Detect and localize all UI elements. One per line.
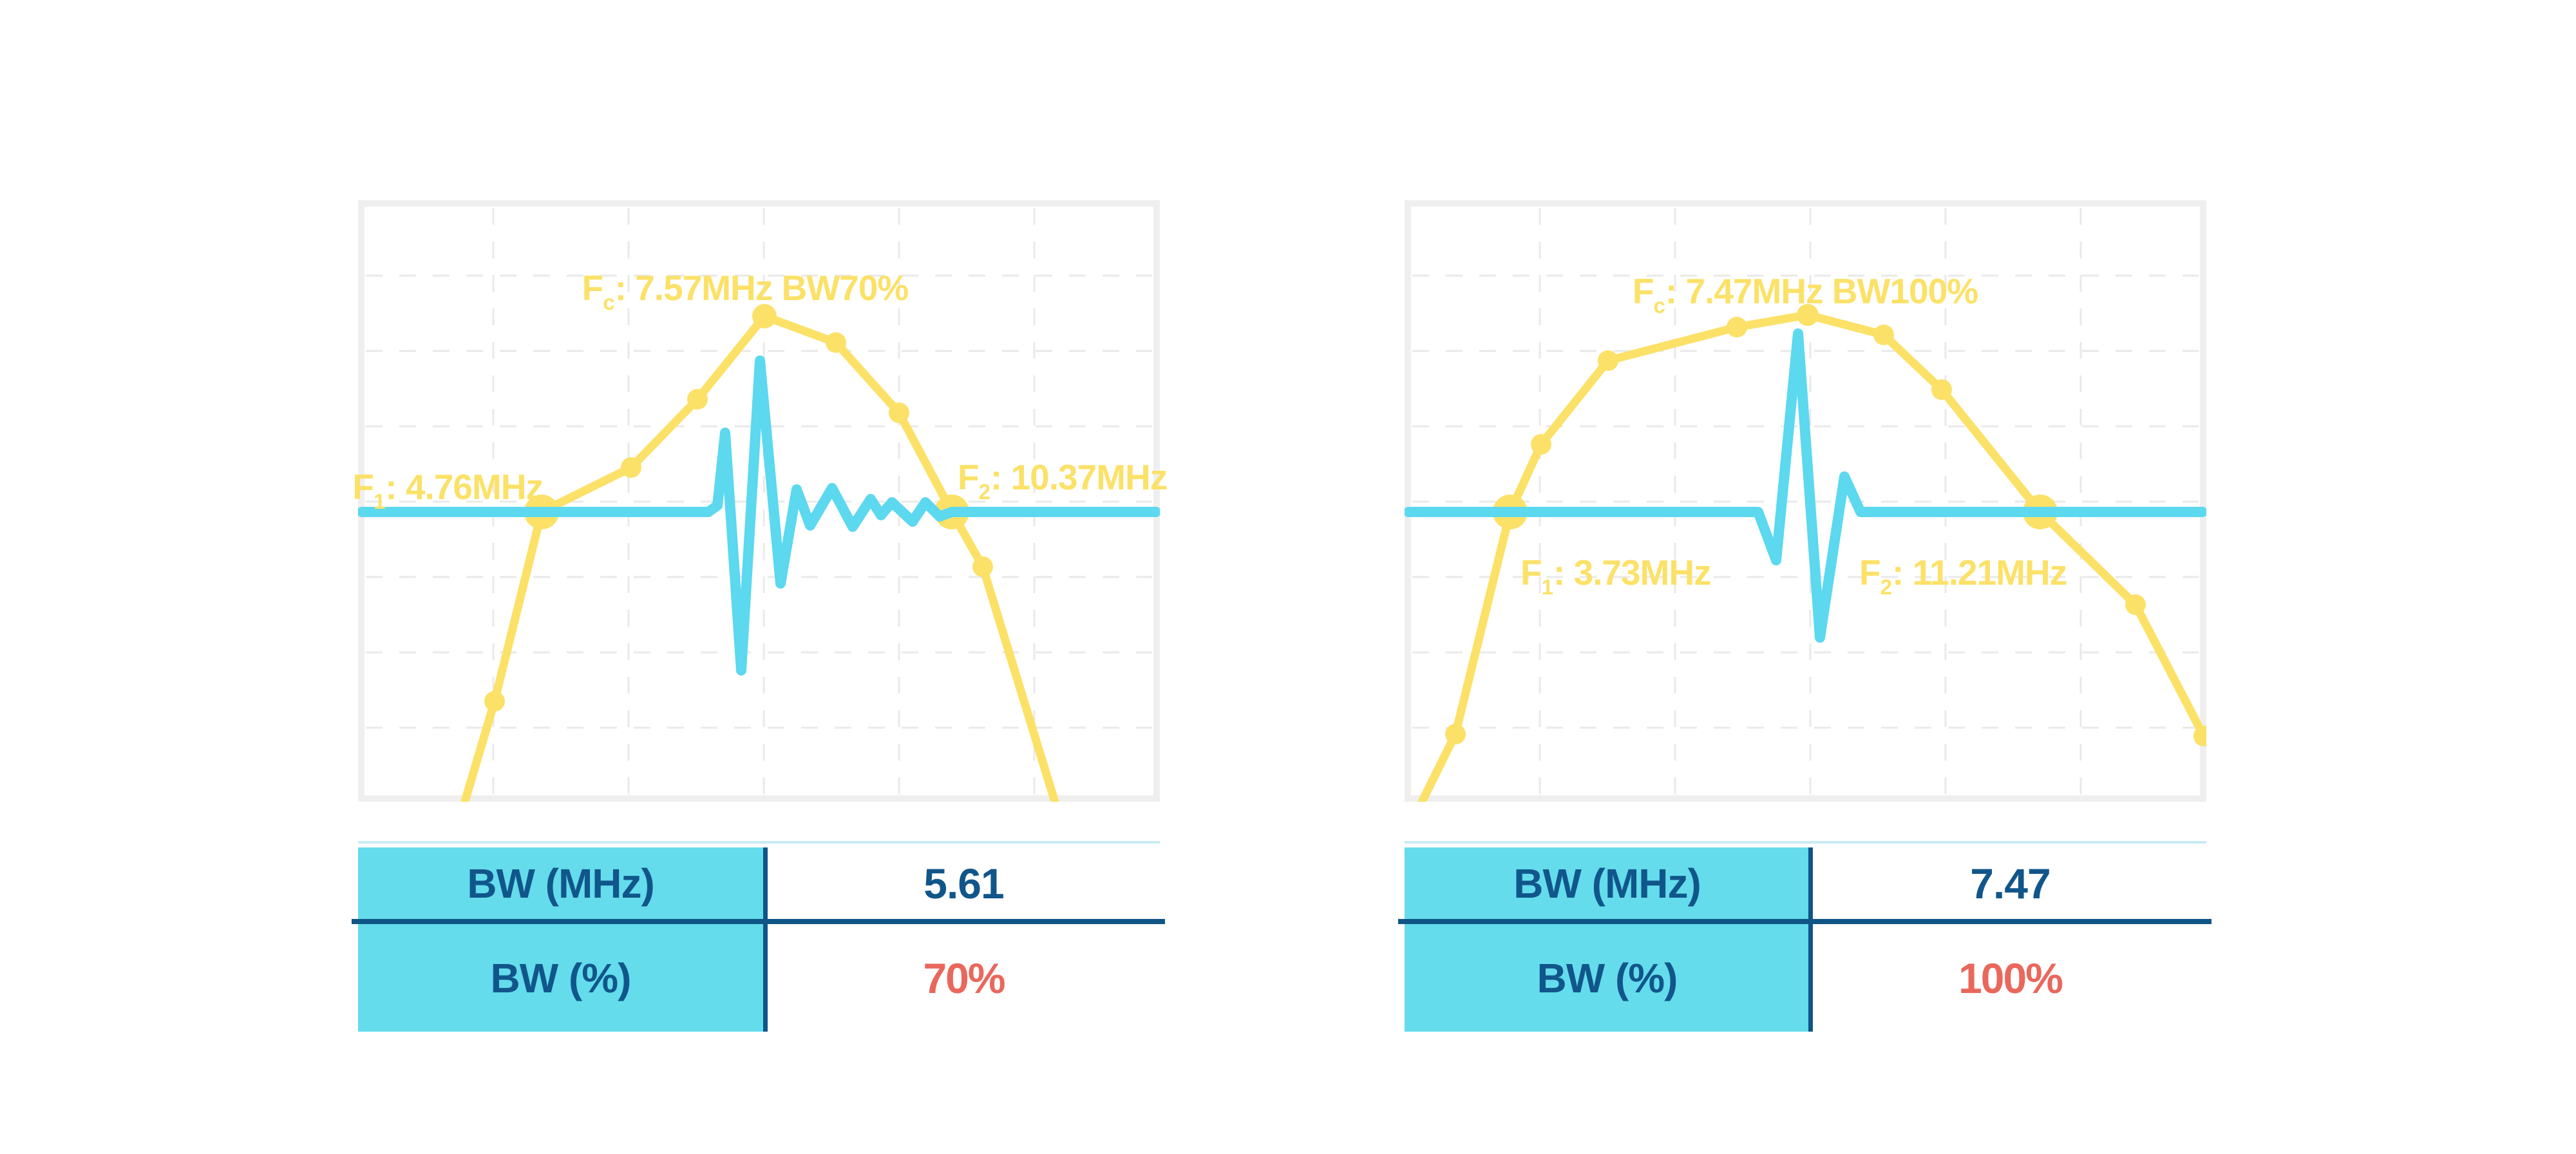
- table-top-line: [358, 841, 1160, 844]
- spectrum-chart-bw100: Fc: 7.47MHz BW100% F1: 3.73MHz F2: 11.21MH…: [1405, 200, 2206, 802]
- f2-label: F2: 10.37MHz: [958, 457, 1168, 504]
- bandwidth-table-bw70: BW (MHz) 5.61 BW (%) 70%: [352, 841, 1165, 1032]
- spectrum-curve: [1417, 310, 2206, 802]
- bandwidth-table-bw100: BW (MHz) 7.47 BW (%) 100%: [1398, 841, 2211, 1032]
- table-column-divider: [1808, 847, 1813, 1032]
- f2-label: F2: 11.21MHz: [1859, 553, 2067, 599]
- bw-percent-label: BW (%): [490, 954, 632, 1001]
- spectrum-marker: [2193, 726, 2206, 746]
- bw-mhz-label: BW (MHz): [1513, 860, 1701, 907]
- bw-percent-value: 100%: [1958, 954, 2063, 1002]
- table-header-column: [1405, 847, 1810, 1032]
- spectrum-marker: [889, 402, 909, 423]
- table-top-line: [1405, 841, 2206, 844]
- bw-mhz-label: BW (MHz): [467, 860, 655, 907]
- spectrum-marker: [1873, 325, 1894, 345]
- spectrum-marker: [687, 389, 708, 410]
- fc-label: Fc: 7.57MHz BW70%: [582, 268, 909, 314]
- spectrum-marker: [484, 691, 505, 712]
- spectrum-marker: [2125, 594, 2146, 615]
- spectrum-marker: [1797, 304, 1819, 326]
- spectrum-chart-bw70: Fc: 7.57MHz BW70% F1: 4.76MHz F2: 10.37MHz: [352, 200, 1168, 802]
- table-row-separator: [1398, 919, 2211, 924]
- spectrum-marker: [1598, 350, 1618, 371]
- spectrum-marker: [826, 332, 846, 353]
- bw-percent-label: BW (%): [1537, 954, 1678, 1001]
- bw-mhz-value: 5.61: [923, 859, 1004, 907]
- pulse-waveform: [1405, 328, 2206, 643]
- bw-percent-value: 70%: [923, 954, 1005, 1002]
- spectrum-marker: [1445, 724, 1466, 744]
- chart-canvas: [1405, 208, 2206, 802]
- spectrum-marker: [1531, 434, 1551, 455]
- spectrum-marker: [1727, 317, 1747, 337]
- spectrum-marker: [1931, 379, 1952, 400]
- chart-canvas: [358, 208, 1160, 802]
- pulse-waveform: [358, 355, 1160, 676]
- table-header-column: [358, 847, 763, 1032]
- fc-label: Fc: 7.47MHz BW100%: [1632, 271, 1978, 317]
- f1-label: F1: 4.76MHz: [352, 467, 544, 513]
- table-row-separator: [352, 919, 1165, 924]
- spectrum-marker: [752, 304, 777, 328]
- spectrum-marker: [972, 556, 993, 577]
- spectrum-marker: [621, 457, 641, 478]
- bw-mhz-value: 7.47: [1970, 859, 2050, 907]
- table-column-divider: [763, 847, 768, 1032]
- f1-label: F1: 3.73MHz: [1520, 553, 1712, 599]
